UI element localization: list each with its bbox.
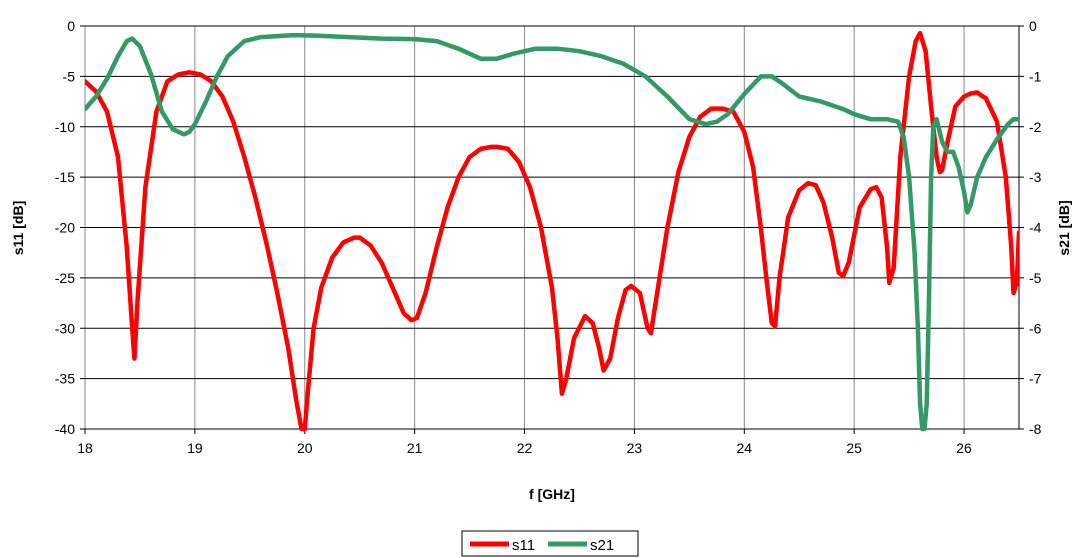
x-tick-label: 19 (187, 440, 203, 456)
y-tick-label: -25 (55, 270, 75, 286)
y2-tick-label: 0 (1029, 18, 1037, 34)
legend: s11 s21 (461, 530, 639, 557)
y-gridlines (80, 25, 1019, 430)
x-tick-label: 24 (737, 440, 753, 456)
x-tick-labels: 18 19 20 21 22 23 24 25 26 (77, 440, 972, 456)
y2-tick-label: -4 (1029, 220, 1042, 236)
y2-tick-labels: 0 -1 -2 -3 -4 -5 -6 -7 -8 (1019, 18, 1042, 437)
x-tick-label: 23 (627, 440, 643, 456)
y-tick-label: -5 (63, 68, 76, 84)
y-tick-label: -35 (55, 371, 75, 387)
y-tick-label: -30 (55, 320, 75, 336)
x-tick-label: 21 (407, 440, 423, 456)
series-layer (85, 30, 1019, 432)
y2-tick-label: -1 (1029, 68, 1042, 84)
x-tick-label: 22 (517, 440, 533, 456)
x-tick-label: 18 (77, 440, 93, 456)
y-tick-labels: 0 -5 -10 -15 -20 -25 -30 -35 -40 (55, 18, 75, 437)
x-tick-label: 20 (297, 440, 313, 456)
y2-tick-label: -5 (1029, 270, 1042, 286)
y-tick-label: 0 (67, 18, 75, 34)
y-tick-label: -20 (55, 220, 75, 236)
y2-axis-title: s21 [dB] (1056, 200, 1072, 255)
y-tick-label: -40 (55, 421, 75, 437)
y-tick-label: -15 (55, 169, 75, 185)
legend-label-s21: s21 (590, 537, 614, 554)
y2-tick-label: -8 (1029, 421, 1042, 437)
series-line-s21 (85, 32, 1019, 432)
y-axis-title: s11 [dB] (10, 201, 26, 255)
y2-tick-label: -7 (1029, 371, 1042, 387)
legend-label-s11: s11 (512, 537, 535, 554)
y2-tick-label: -2 (1029, 119, 1042, 135)
series-line-s11 (85, 30, 1019, 432)
x-axis-title: f [GHz] (529, 486, 575, 502)
y-tick-label: -10 (55, 119, 75, 135)
y2-tick-label: -6 (1029, 320, 1042, 336)
x-tick-label: 25 (846, 440, 862, 456)
x-tick-label: 26 (956, 440, 972, 456)
y2-tick-label: -3 (1029, 169, 1042, 185)
